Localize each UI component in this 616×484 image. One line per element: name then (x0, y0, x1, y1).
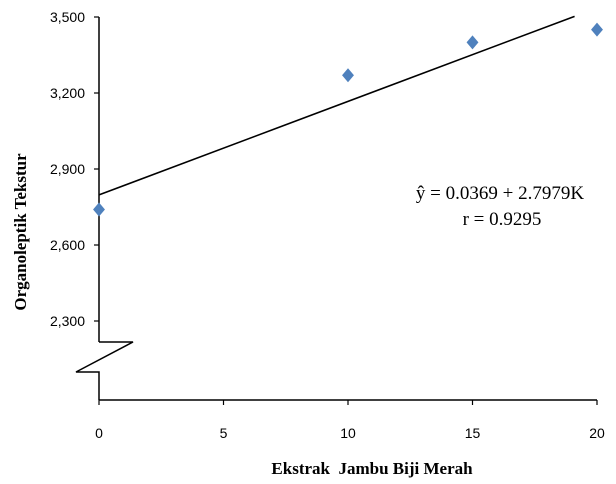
data-point (93, 202, 105, 217)
data-point (342, 68, 354, 83)
y-tick-label: 2,900 (50, 161, 85, 177)
trend-line (98, 15, 575, 196)
y-tick-label: 3,200 (50, 85, 85, 101)
x-tick-label: 10 (340, 425, 356, 441)
correlation-coefficient: r = 0.9295 (463, 209, 542, 230)
x-tick-label: 5 (220, 425, 228, 441)
x-tick-label: 20 (589, 425, 605, 441)
y-axis-title: Organoleptik Tekstur (11, 153, 30, 311)
y-tick-label: 2,600 (50, 237, 85, 253)
regression-equation: ŷ = 0.0369 + 2.7979K (416, 183, 584, 204)
data-points (93, 22, 603, 217)
x-axis-ticks: 0 5 10 15 20 (95, 400, 605, 441)
y-tick-label: 2,300 (50, 313, 85, 329)
x-tick-label: 15 (465, 425, 481, 441)
data-point (591, 22, 603, 37)
y-axis-break-mark (75, 341, 134, 400)
x-axis-title: Ekstrak Jambu Biji Merah (271, 459, 473, 478)
y-tick-label: 3,500 (50, 9, 85, 25)
data-point (466, 35, 479, 50)
y-axis-ticks: 2,300 2,600 2,900 3,200 3,500 (50, 9, 99, 329)
x-tick-label: 0 (95, 425, 103, 441)
